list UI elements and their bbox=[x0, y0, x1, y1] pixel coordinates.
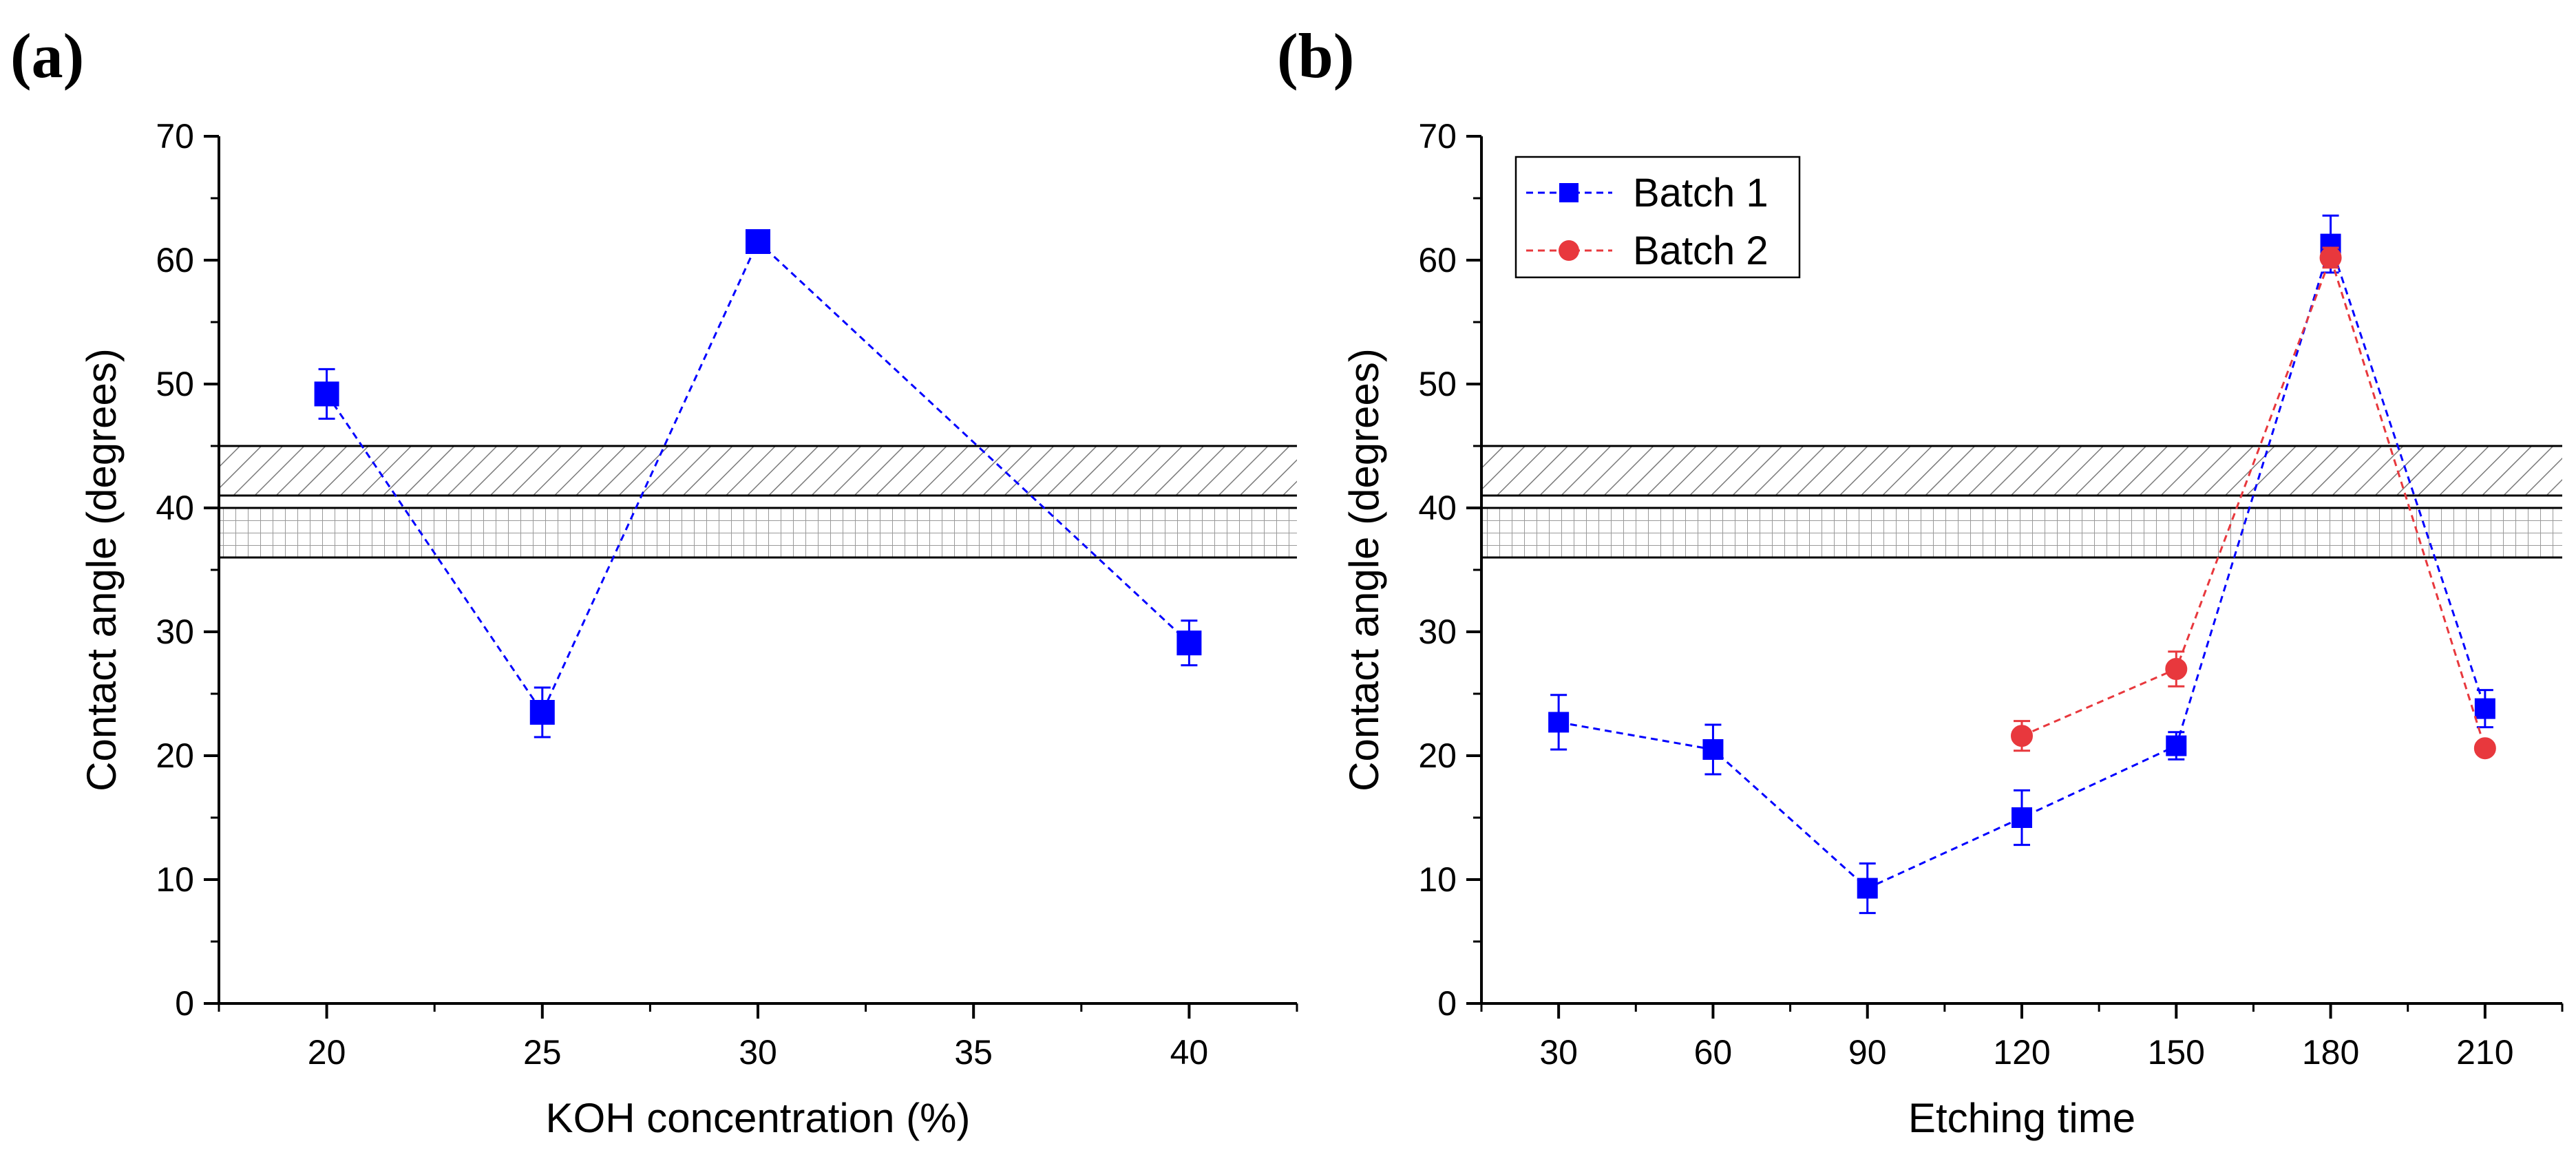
series-line bbox=[326, 240, 1190, 715]
y-tick-label-60: 60 bbox=[156, 241, 194, 279]
x-tick-label-90: 90 bbox=[1848, 1033, 1887, 1072]
y-tick-label-70: 70 bbox=[1418, 117, 1457, 156]
x-tick-label-30: 30 bbox=[739, 1033, 777, 1072]
panel-b-legend: Batch 1 Batch 2 bbox=[1514, 156, 1801, 279]
data-point bbox=[2165, 658, 2188, 680]
reference-band-2 bbox=[1481, 508, 2562, 557]
reference-band-2 bbox=[219, 508, 1297, 557]
y-tick-label-20: 20 bbox=[156, 736, 194, 775]
x-tick-label-120: 120 bbox=[1993, 1033, 2050, 1072]
x-tick-label-35: 35 bbox=[954, 1033, 993, 1072]
data-point bbox=[2474, 698, 2495, 719]
y-tick-label-50: 50 bbox=[156, 365, 194, 403]
reference-band-1 bbox=[1481, 446, 2562, 496]
panel-b-tick-labels: 0 10 20 30 40 50 60 70 30 60 90 120 150 180 210 bbox=[1418, 117, 2513, 1072]
legend-label-batch-2: Batch 2 bbox=[1633, 228, 1769, 273]
y-tick-label-10: 10 bbox=[156, 860, 194, 899]
series-batch-1 bbox=[314, 229, 1202, 738]
y-tick-label-30: 30 bbox=[156, 613, 194, 651]
y-tick-label-0: 0 bbox=[1437, 984, 1457, 1023]
data-point bbox=[1857, 878, 1878, 899]
data-point bbox=[746, 229, 770, 254]
y-tick-label-40: 40 bbox=[1418, 489, 1457, 527]
series-batch-1 bbox=[1548, 214, 2495, 915]
x-tick-label-25: 25 bbox=[523, 1033, 562, 1072]
y-tick-label-60: 60 bbox=[1418, 241, 1457, 279]
data-point bbox=[2166, 735, 2187, 756]
legend-label-batch-1: Batch 1 bbox=[1633, 171, 1769, 215]
series-batch-2 bbox=[2011, 246, 2496, 760]
y-tick-label-0: 0 bbox=[175, 984, 194, 1023]
legend-marker-batch-2 bbox=[1559, 240, 1579, 261]
data-point bbox=[2319, 246, 2342, 269]
data-point bbox=[314, 381, 339, 407]
panel-a-reference-bands bbox=[219, 445, 1297, 559]
panel-a-x-axis-title: KOH concentration (%) bbox=[546, 1095, 971, 1141]
legend-item-batch-2: Batch 2 bbox=[1526, 228, 1769, 273]
x-tick-label-60: 60 bbox=[1694, 1033, 1733, 1072]
data-point bbox=[1702, 739, 1724, 760]
panel-a-series bbox=[314, 229, 1202, 738]
legend-item-batch-1: Batch 1 bbox=[1526, 171, 1769, 215]
panel-b-chart: (b) 0 10 20 30 40 50 60 70 30 60 90 120 150 180 210 Et… bbox=[1277, 21, 2564, 1141]
panel-b-x-axis-title: Etching time bbox=[1908, 1095, 2135, 1141]
data-point bbox=[2011, 725, 2033, 747]
y-tick-label-30: 30 bbox=[1418, 613, 1457, 651]
panel-a-chart: (a) 0 10 20 30 40 50 60 70 20 25 30 35 40 KOH concen… bbox=[10, 21, 1298, 1141]
panel-a-label: (a) bbox=[10, 21, 84, 91]
panel-b-series bbox=[1548, 214, 2496, 915]
x-tick-label-30: 30 bbox=[1539, 1033, 1578, 1072]
panel-b-axes bbox=[1466, 135, 2564, 1019]
x-tick-label-210: 210 bbox=[2456, 1033, 2513, 1072]
x-tick-label-20: 20 bbox=[308, 1033, 346, 1072]
series-line bbox=[2021, 254, 2487, 749]
y-tick-label-10: 10 bbox=[1418, 860, 1457, 899]
data-point bbox=[1176, 630, 1202, 656]
data-point bbox=[2012, 807, 2032, 828]
data-point bbox=[1548, 712, 1570, 733]
y-tick-label-40: 40 bbox=[156, 489, 194, 527]
data-point bbox=[529, 700, 555, 725]
panel-b-y-axis-title: Contact angle (degrees) bbox=[1341, 348, 1387, 791]
y-tick-label-20: 20 bbox=[1418, 736, 1457, 775]
y-tick-label-70: 70 bbox=[156, 117, 194, 156]
panel-b-reference-bands bbox=[1481, 445, 2562, 559]
data-point bbox=[2473, 737, 2496, 760]
x-tick-label-180: 180 bbox=[2302, 1033, 2359, 1072]
panel-a-axes bbox=[204, 135, 1298, 1019]
reference-band-1 bbox=[219, 446, 1297, 496]
panel-a-tick-labels: 0 10 20 30 40 50 60 70 20 25 30 35 40 bbox=[156, 117, 1208, 1072]
x-tick-label-40: 40 bbox=[1170, 1033, 1209, 1072]
legend-marker-batch-1 bbox=[1559, 183, 1579, 202]
panel-b-label: (b) bbox=[1277, 21, 1354, 91]
x-tick-label-150: 150 bbox=[2148, 1033, 2205, 1072]
y-tick-label-50: 50 bbox=[1418, 365, 1457, 403]
panel-a-y-axis-title: Contact angle (degrees) bbox=[78, 348, 125, 791]
